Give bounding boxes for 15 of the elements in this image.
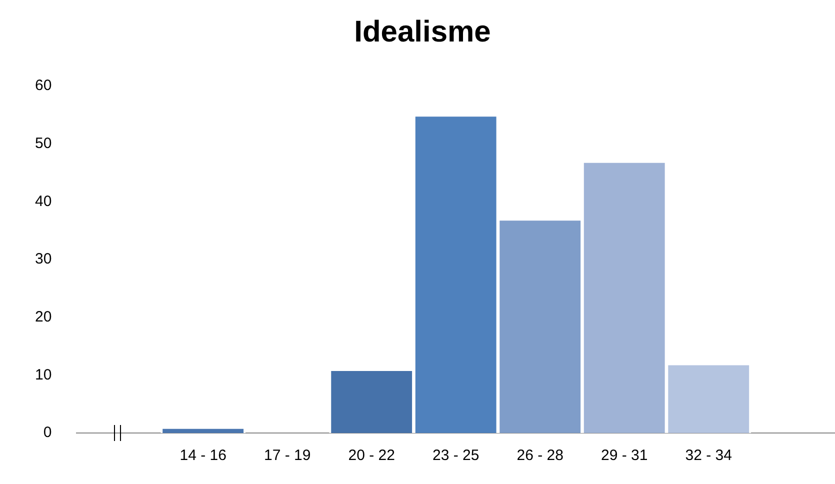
chart-title: Idealisme bbox=[354, 15, 491, 48]
y-tick-label: 60 bbox=[34, 77, 52, 94]
x-tick-label: 17 - 19 bbox=[264, 447, 311, 464]
y-tick-label: 0 bbox=[43, 424, 52, 442]
y-tick-label: 20 bbox=[34, 308, 52, 326]
x-tick-label: 14 - 16 bbox=[180, 447, 226, 464]
x-tick-label: 26 - 28 bbox=[516, 447, 564, 464]
y-tick-label: 30 bbox=[34, 250, 52, 268]
y-tick-label: 10 bbox=[34, 366, 52, 384]
x-tick-label: 20 - 22 bbox=[348, 447, 395, 464]
y-tick-label: 50 bbox=[34, 134, 52, 152]
y-tick-label: 40 bbox=[34, 192, 52, 210]
x-tick-label: 23 - 25 bbox=[432, 447, 480, 464]
x-tick-label: 29 - 31 bbox=[601, 447, 648, 464]
x-tick-label: 32 - 34 bbox=[685, 447, 732, 464]
